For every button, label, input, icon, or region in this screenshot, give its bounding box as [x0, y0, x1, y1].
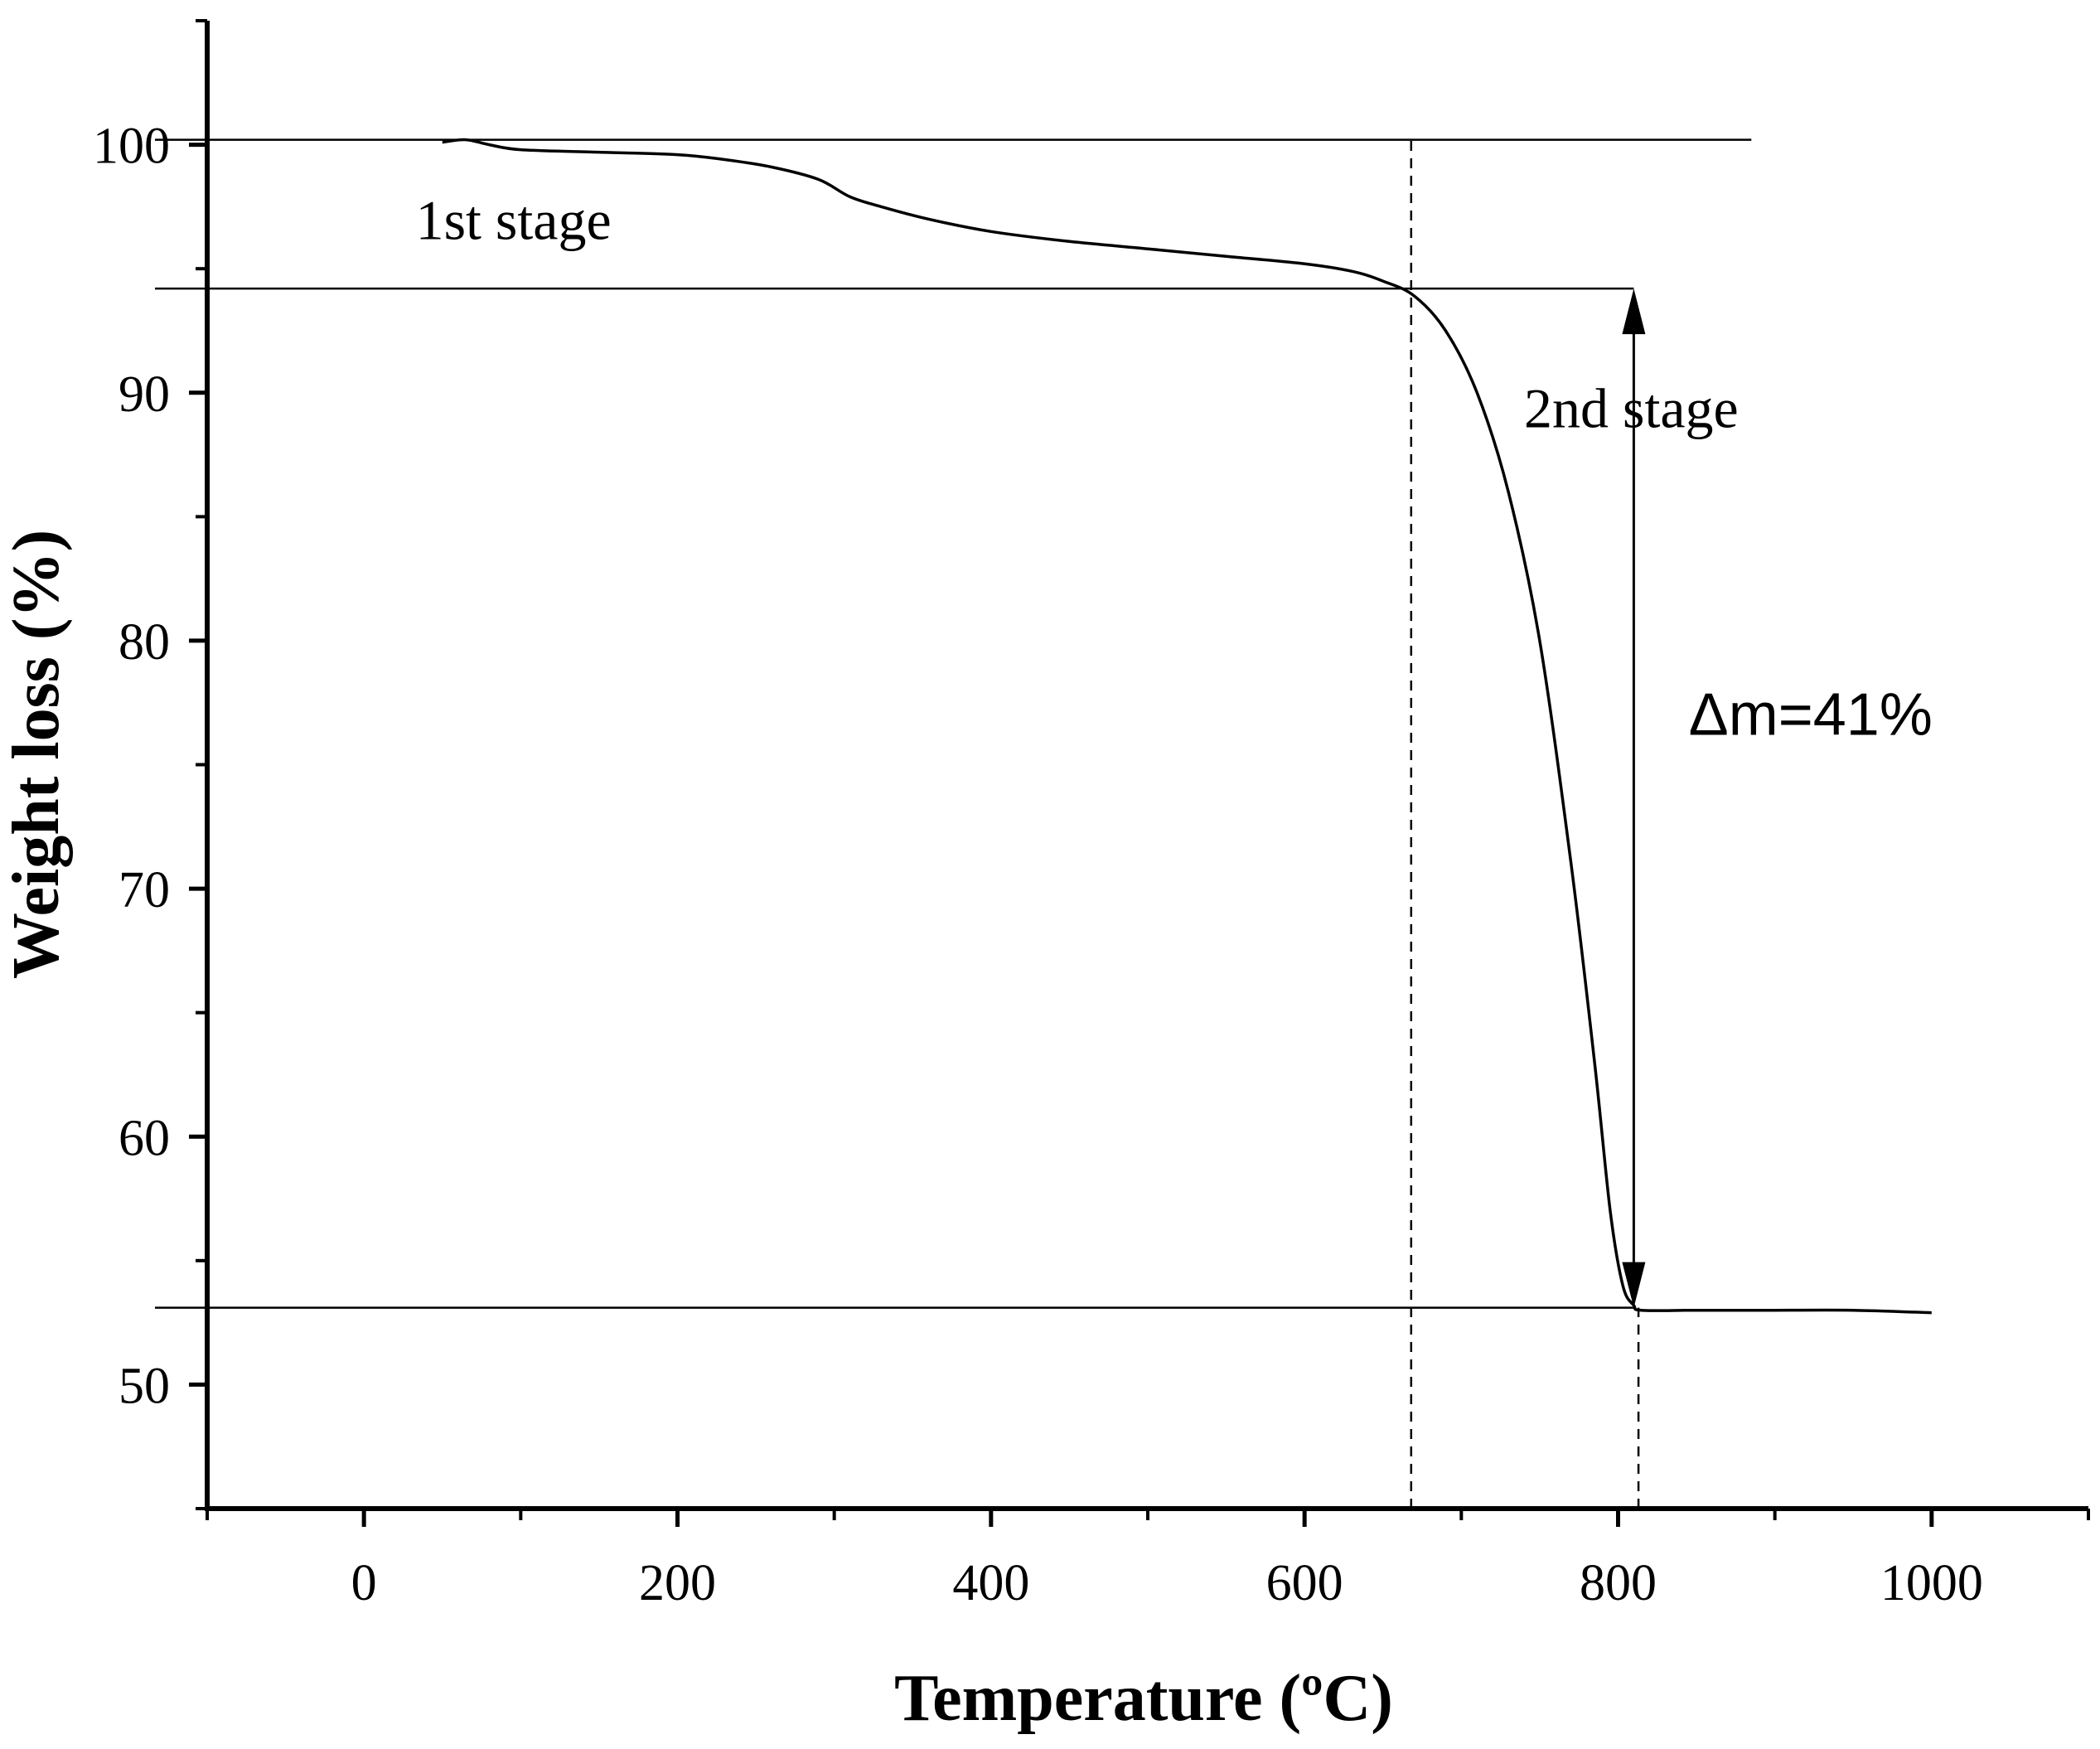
y-tick-label: 60	[119, 1110, 170, 1166]
arrow-head-up	[1622, 288, 1646, 335]
x-tick-label: 200	[639, 1555, 716, 1611]
x-axis-title: Temperature (ºC)	[894, 1662, 1393, 1735]
x-tick-label: 600	[1266, 1555, 1343, 1611]
tga-series-line	[442, 138, 1932, 1315]
y-tick-label: 100	[93, 119, 170, 175]
x-tick-label: 800	[1580, 1555, 1657, 1611]
annotation-label: 1st stage	[416, 188, 612, 251]
x-tick-label: 400	[952, 1555, 1029, 1611]
y-tick-label: 50	[119, 1358, 170, 1414]
series-group	[442, 138, 1932, 1315]
annotation-label: 2nd stage	[1524, 377, 1739, 440]
y-tick-label: 70	[119, 862, 170, 918]
y-axis-title: Weight loss (%)	[0, 530, 73, 979]
annotations: 1st stage 2nd stage Δm=41%	[416, 188, 1933, 748]
arrow-head-down	[1622, 1262, 1646, 1308]
y-tick-label: 80	[119, 614, 170, 671]
delta-arrow	[1622, 288, 1646, 1308]
x-tick-label: 0	[351, 1555, 377, 1611]
annotation-label: Δm=41%	[1689, 682, 1933, 749]
ticks: 0 200 400 600 800 1000 50 60 70 80 90 100	[93, 19, 2090, 1611]
y-tick-label: 90	[119, 366, 170, 423]
x-tick-label: 1000	[1880, 1555, 1983, 1611]
reference-lines	[155, 138, 1752, 1509]
